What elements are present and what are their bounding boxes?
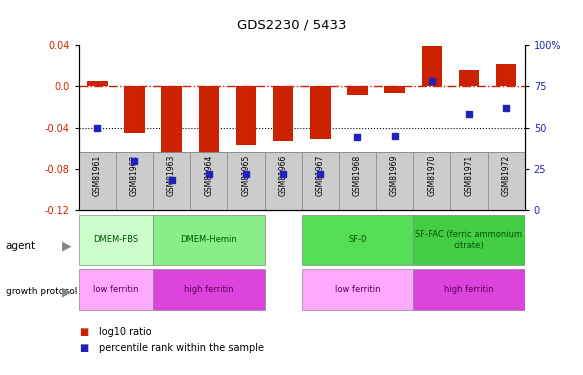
Text: percentile rank within the sample: percentile rank within the sample xyxy=(99,343,264,353)
Point xyxy=(390,133,399,139)
Text: DMEM-Hemin: DMEM-Hemin xyxy=(180,236,237,244)
Bar xyxy=(153,152,190,210)
Bar xyxy=(487,152,525,210)
Text: agent: agent xyxy=(6,241,36,250)
Text: ▶: ▶ xyxy=(62,239,72,252)
Bar xyxy=(153,215,265,265)
Bar xyxy=(339,152,376,210)
Bar xyxy=(413,152,451,210)
Bar xyxy=(79,215,153,265)
Bar xyxy=(302,152,339,210)
Bar xyxy=(302,215,413,265)
Bar xyxy=(422,46,442,86)
Text: GDS2230 / 5433: GDS2230 / 5433 xyxy=(237,19,346,32)
Bar xyxy=(265,152,302,210)
Bar xyxy=(153,269,265,310)
Text: GSM81966: GSM81966 xyxy=(279,155,287,196)
Bar xyxy=(190,152,227,210)
Bar xyxy=(79,152,116,210)
Text: GSM81965: GSM81965 xyxy=(241,155,251,196)
Bar xyxy=(124,86,145,133)
Bar xyxy=(227,152,265,210)
Bar xyxy=(459,70,479,86)
Point xyxy=(130,158,139,164)
Point xyxy=(167,177,176,183)
Bar xyxy=(347,86,368,94)
Text: GSM81970: GSM81970 xyxy=(427,155,436,196)
Bar xyxy=(161,86,182,184)
Text: growth protocol: growth protocol xyxy=(6,287,77,296)
Text: GSM81968: GSM81968 xyxy=(353,155,362,196)
Bar xyxy=(199,86,219,172)
Point xyxy=(353,134,362,140)
Text: GSM81964: GSM81964 xyxy=(204,155,213,196)
Point xyxy=(501,105,511,111)
Text: GSM81971: GSM81971 xyxy=(465,155,473,196)
Bar xyxy=(87,81,107,86)
Point xyxy=(279,171,288,177)
Text: ■: ■ xyxy=(79,327,88,337)
Text: GSM81962: GSM81962 xyxy=(130,155,139,196)
Bar xyxy=(273,86,293,141)
Bar xyxy=(413,269,525,310)
Text: low ferritin: low ferritin xyxy=(93,285,139,294)
Bar xyxy=(116,152,153,210)
Bar xyxy=(376,152,413,210)
Bar xyxy=(236,86,256,145)
Bar xyxy=(79,269,153,310)
Bar xyxy=(302,269,413,310)
Text: SF-FAC (ferric ammonium
citrate): SF-FAC (ferric ammonium citrate) xyxy=(416,230,522,250)
Bar xyxy=(451,152,487,210)
Text: GSM81961: GSM81961 xyxy=(93,155,102,196)
Bar xyxy=(413,215,525,265)
Text: GSM81972: GSM81972 xyxy=(501,155,511,196)
Point xyxy=(93,124,102,130)
Point xyxy=(464,111,473,117)
Point xyxy=(315,171,325,177)
Text: ■: ■ xyxy=(79,343,88,353)
Text: GSM81969: GSM81969 xyxy=(390,155,399,196)
Bar xyxy=(384,86,405,93)
Text: GSM81963: GSM81963 xyxy=(167,155,176,196)
Text: high ferritin: high ferritin xyxy=(444,285,494,294)
Point xyxy=(241,171,251,177)
Text: low ferritin: low ferritin xyxy=(335,285,380,294)
Text: log10 ratio: log10 ratio xyxy=(99,327,152,337)
Text: GSM81967: GSM81967 xyxy=(316,155,325,196)
Bar xyxy=(496,63,517,86)
Text: ▶: ▶ xyxy=(62,285,72,298)
Text: high ferritin: high ferritin xyxy=(184,285,234,294)
Text: SF-0: SF-0 xyxy=(348,236,367,244)
Point xyxy=(427,78,437,84)
Bar xyxy=(310,86,331,139)
Point xyxy=(204,171,213,177)
Text: DMEM-FBS: DMEM-FBS xyxy=(93,236,138,244)
